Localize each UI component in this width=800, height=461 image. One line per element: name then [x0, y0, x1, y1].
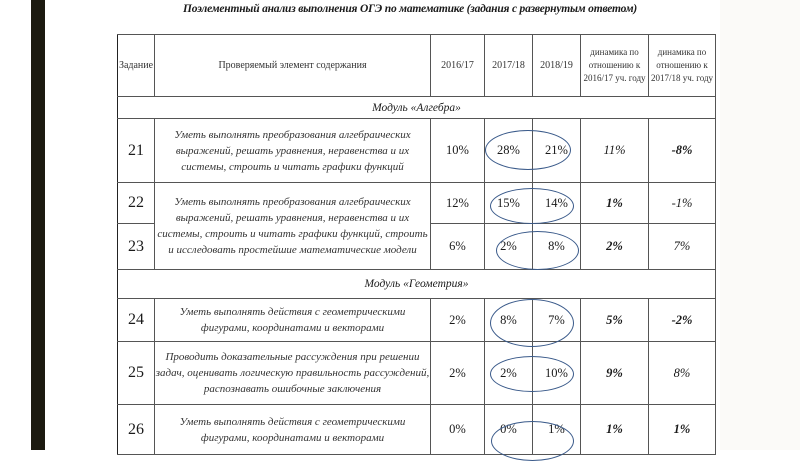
table-row: 22 Уметь выполнять преобразования алгебр…: [117, 182, 716, 270]
value-2018-19: 8%: [532, 223, 581, 270]
value-2016-17: 2%: [430, 341, 485, 405]
dynamics-2017-18: -1%: [648, 182, 716, 224]
background-right: [720, 0, 800, 450]
value-2018-19: 21%: [532, 118, 581, 183]
element-description: Уметь выполнять преобразования алгебраич…: [154, 182, 431, 270]
value-2017-18: 28%: [484, 118, 533, 183]
table-row: 24 Уметь выполнять действия с геометриче…: [117, 298, 716, 342]
table-row: 21 Уметь выполнять преобразования алгебр…: [117, 118, 716, 183]
dynamics-2017-18: 1%: [648, 404, 716, 455]
table-row: 23 6% 2% 8% 2% 7%: [117, 223, 716, 270]
dynamics-2017-18: 8%: [648, 341, 716, 405]
dynamics-2017-18: -8%: [648, 118, 716, 183]
header-2017-18: 2017/18: [484, 34, 533, 97]
task-number: 25: [117, 341, 155, 405]
dynamics-2017-18: -2%: [648, 298, 716, 342]
header-row: Задание Проверяемый элемент содержания 2…: [117, 34, 716, 97]
left-edge-bar: [31, 0, 45, 450]
analysis-table: Задание Проверяемый элемент содержания 2…: [117, 34, 716, 455]
task-number: 23: [117, 223, 155, 270]
value-2016-17: 10%: [430, 118, 485, 183]
task-number: 22: [117, 182, 155, 224]
header-dynamics-2017-18: динамика по отношению к 2017/18 уч. году: [648, 34, 716, 97]
value-2018-19: 14%: [532, 182, 581, 224]
header-2016-17: 2016/17: [430, 34, 485, 97]
dynamics-2016-17: 9%: [580, 341, 649, 405]
value-2017-18: 2%: [484, 223, 533, 270]
element-description: Проводить доказательные рассуждения при …: [154, 341, 431, 405]
value-2017-18: 2%: [484, 341, 533, 405]
task-number: 24: [117, 298, 155, 342]
value-2017-18: 8%: [484, 298, 533, 342]
dynamics-2016-17: 1%: [580, 182, 649, 224]
value-2018-19: 10%: [532, 341, 581, 405]
dynamics-2016-17: 11%: [580, 118, 649, 183]
dynamics-2016-17: 1%: [580, 404, 649, 455]
value-2016-17: 6%: [430, 223, 485, 270]
module-row-algebra: Модуль «Алгебра»: [117, 96, 716, 119]
value-2018-19: 1%: [532, 404, 581, 455]
module-row-geometry: Модуль «Геометрия»: [117, 269, 716, 299]
document-title: Поэлементный анализ выполнения ОГЭ по ма…: [182, 3, 638, 15]
value-2017-18: 15%: [484, 182, 533, 224]
value-2016-17: 2%: [430, 298, 485, 342]
value-2017-18: 0%: [484, 404, 533, 455]
header-2018-19: 2018/19: [532, 34, 581, 97]
table-row: 26 Уметь выполнять действия с геометриче…: [117, 404, 716, 455]
value-2016-17: 0%: [430, 404, 485, 455]
element-description: Уметь выполнять действия с геометрически…: [154, 404, 431, 455]
dynamics-2017-18: 7%: [648, 223, 716, 270]
module-title-algebra: Модуль «Алгебра»: [117, 96, 716, 119]
task-number: 21: [117, 118, 155, 183]
header-element: Проверяемый элемент содержания: [154, 34, 431, 97]
table-row: 25 Проводить доказательные рассуждения п…: [117, 341, 716, 405]
module-title-geometry: Модуль «Геометрия»: [117, 269, 716, 299]
dynamics-2016-17: 2%: [580, 223, 649, 270]
header-task: Задание: [117, 34, 155, 97]
element-description: Уметь выполнять действия с геометрически…: [154, 298, 431, 342]
value-2018-19: 7%: [532, 298, 581, 342]
dynamics-2016-17: 5%: [580, 298, 649, 342]
header-dynamics-2016-17: динамика по отношению к 2016/17 уч. году: [580, 34, 649, 97]
value-2016-17: 12%: [430, 182, 485, 224]
task-number: 26: [117, 404, 155, 455]
element-description: Уметь выполнять преобразования алгебраич…: [154, 118, 431, 183]
